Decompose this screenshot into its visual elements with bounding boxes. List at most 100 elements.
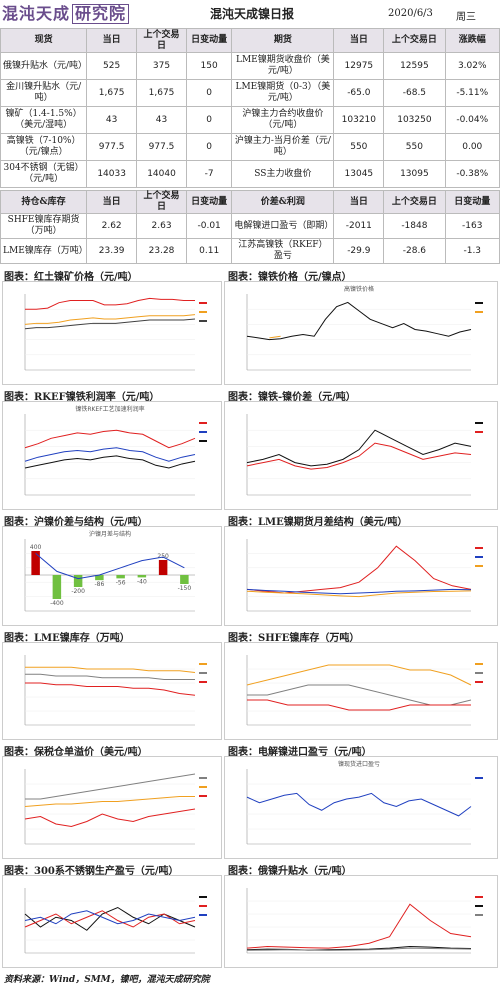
bar [31, 551, 40, 575]
table-cell: 0 [185, 106, 233, 134]
col-header: 上个交易日 [383, 28, 446, 53]
legend-swatch [475, 422, 483, 424]
col-header: 持仓&库存 [0, 190, 88, 214]
bar [180, 575, 189, 584]
legend-swatch [475, 896, 483, 898]
data-label: 400 [30, 544, 42, 551]
data-label: -400 [50, 600, 64, 607]
series-line [24, 318, 196, 330]
series-line [24, 796, 195, 807]
series-line [269, 335, 281, 339]
col-header: 期货 [231, 28, 335, 53]
table-cell: 12975 [333, 52, 385, 80]
table-cell: 沪镍主力-当月价差（元/吨） [231, 133, 335, 161]
data-label: -56 [116, 579, 126, 586]
legend-swatch [199, 431, 207, 433]
series-line [246, 429, 472, 467]
legend-swatch [475, 663, 483, 665]
spot-futures-table: 现货 当日 上个交易日 日变动量 期货 当日 上个交易日 涨跌幅 俄镍升贴水（元/吨） 525 37… [0, 28, 500, 188]
table-row: 俄镍升贴水（元/吨） 525 375 150 LME镍期货收盘价（美元/吨） 12975 1… [0, 52, 500, 80]
chart-caption: 图表：镍铁-镍价差（元/吨） [228, 392, 356, 403]
data-label: -150 [178, 585, 192, 592]
table-cell: -0.38% [444, 160, 500, 188]
col-header: 当日 [333, 190, 385, 214]
bar [116, 575, 125, 579]
chart-svg [24, 294, 207, 371]
series-line [246, 792, 472, 817]
col-header: 上个交易日 [136, 190, 187, 214]
series-line [246, 664, 472, 686]
legend-swatch [199, 777, 207, 779]
chart-panel-c7 [2, 642, 222, 740]
legend-swatch [199, 905, 207, 907]
chart-panel-c11 [2, 875, 222, 968]
bar [73, 575, 83, 587]
col-header: 当日 [333, 28, 385, 53]
table-row: 金川镍升贴水（元/吨） 1,675 1,675 0 LME镍期货（0-3）（美元/吨） -… [0, 79, 500, 107]
col-header: 涨跌幅 [444, 28, 500, 53]
table-cell: 沪镍主力合约收盘价（元/吨） [231, 106, 335, 134]
chart-svg: 高镍铁价格 [246, 285, 483, 371]
data-label: -86 [94, 581, 104, 588]
bar [137, 575, 147, 578]
chart-title: 镍现货进口盈亏 [338, 760, 380, 768]
chart-caption: 图表：电解镍进口盈亏（元/吨） [228, 747, 372, 758]
chart-title: 镍铁RKEF工艺加速利润率 [75, 405, 144, 413]
legend-swatch [475, 914, 483, 916]
col-header: 日变动量 [444, 190, 500, 214]
table-cell: 525 [86, 52, 138, 80]
legend-swatch [475, 777, 483, 779]
chart-caption: 图表：LME镍期货月差结构（美元/吨） [228, 517, 408, 528]
series-line [247, 684, 472, 706]
table-cell: -7 [185, 160, 233, 188]
col-header: 当日 [86, 190, 138, 214]
table-cell: LME镍库存（万吨） [0, 238, 88, 264]
col-header: 价差&利润 [231, 190, 335, 214]
report-date: 2020/6/3 [388, 8, 433, 19]
chart-caption: 图表：保税仓单溢价（美元/吨） [4, 747, 148, 758]
legend-swatch [475, 311, 483, 313]
table-row: 镍矿（1.4-1.5%）（美元/湿吨） 43 43 0 沪镍主力合约收盘价（元/吨） 10… [0, 106, 500, 134]
table-cell: SS主力收盘价 [231, 160, 335, 188]
chart-title: 高镍铁价格 [344, 285, 374, 293]
legend-swatch [199, 311, 207, 313]
data-label: -200 [71, 588, 85, 595]
table-cell: 电解镍进口盈亏（即期） [231, 213, 335, 239]
chart-svg: 镍现货进口盈亏 [246, 760, 483, 845]
table-row: LME镍库存（万吨） 23.39 23.28 0.11 江苏高镍铁（RKEF）盈亏 -29… [0, 238, 500, 264]
table-cell: 43 [136, 106, 187, 134]
series-line [24, 314, 196, 325]
table-cell: 23.39 [86, 238, 138, 264]
legend-swatch [199, 896, 207, 898]
series-line [246, 903, 472, 949]
table-cell: 304不锈钢（无锡）（元/吨） [0, 160, 88, 188]
table-cell: 0 [185, 133, 233, 161]
legend-swatch [199, 440, 207, 442]
table-cell: -65.0 [333, 79, 385, 107]
bar [52, 575, 62, 599]
series-line [24, 429, 196, 449]
table-cell: 0.00 [444, 133, 500, 161]
table-cell: LME镍期货收盘价（美元/吨） [231, 52, 335, 80]
table-cell: 3.02% [444, 52, 500, 80]
legend-swatch [199, 422, 207, 424]
table-cell: 0 [185, 79, 233, 107]
col-header: 上个交易日 [136, 28, 187, 53]
report-weekday: 周三 [456, 12, 476, 23]
chart-caption: 图表：镍铁价格（元/镍点） [228, 272, 352, 283]
col-header: 上个交易日 [383, 190, 446, 214]
legend-swatch [199, 320, 207, 322]
chart-panel-c2: 高镍铁价格 [224, 281, 498, 385]
legend-swatch [199, 786, 207, 788]
table-cell: 375 [136, 52, 187, 80]
series-line [25, 297, 195, 310]
legend-swatch [199, 681, 207, 683]
table-cell: -68.5 [383, 79, 446, 107]
chart-panel-c8 [224, 642, 498, 740]
table-cell: 13095 [383, 160, 446, 188]
table-cell: 高镍铁（7-10%）（元/镍点） [0, 133, 88, 161]
chart-caption: 图表：SHFE镍库存（万吨） [228, 633, 360, 644]
col-header: 日变动量 [185, 190, 233, 214]
table-cell: 12595 [383, 52, 446, 80]
